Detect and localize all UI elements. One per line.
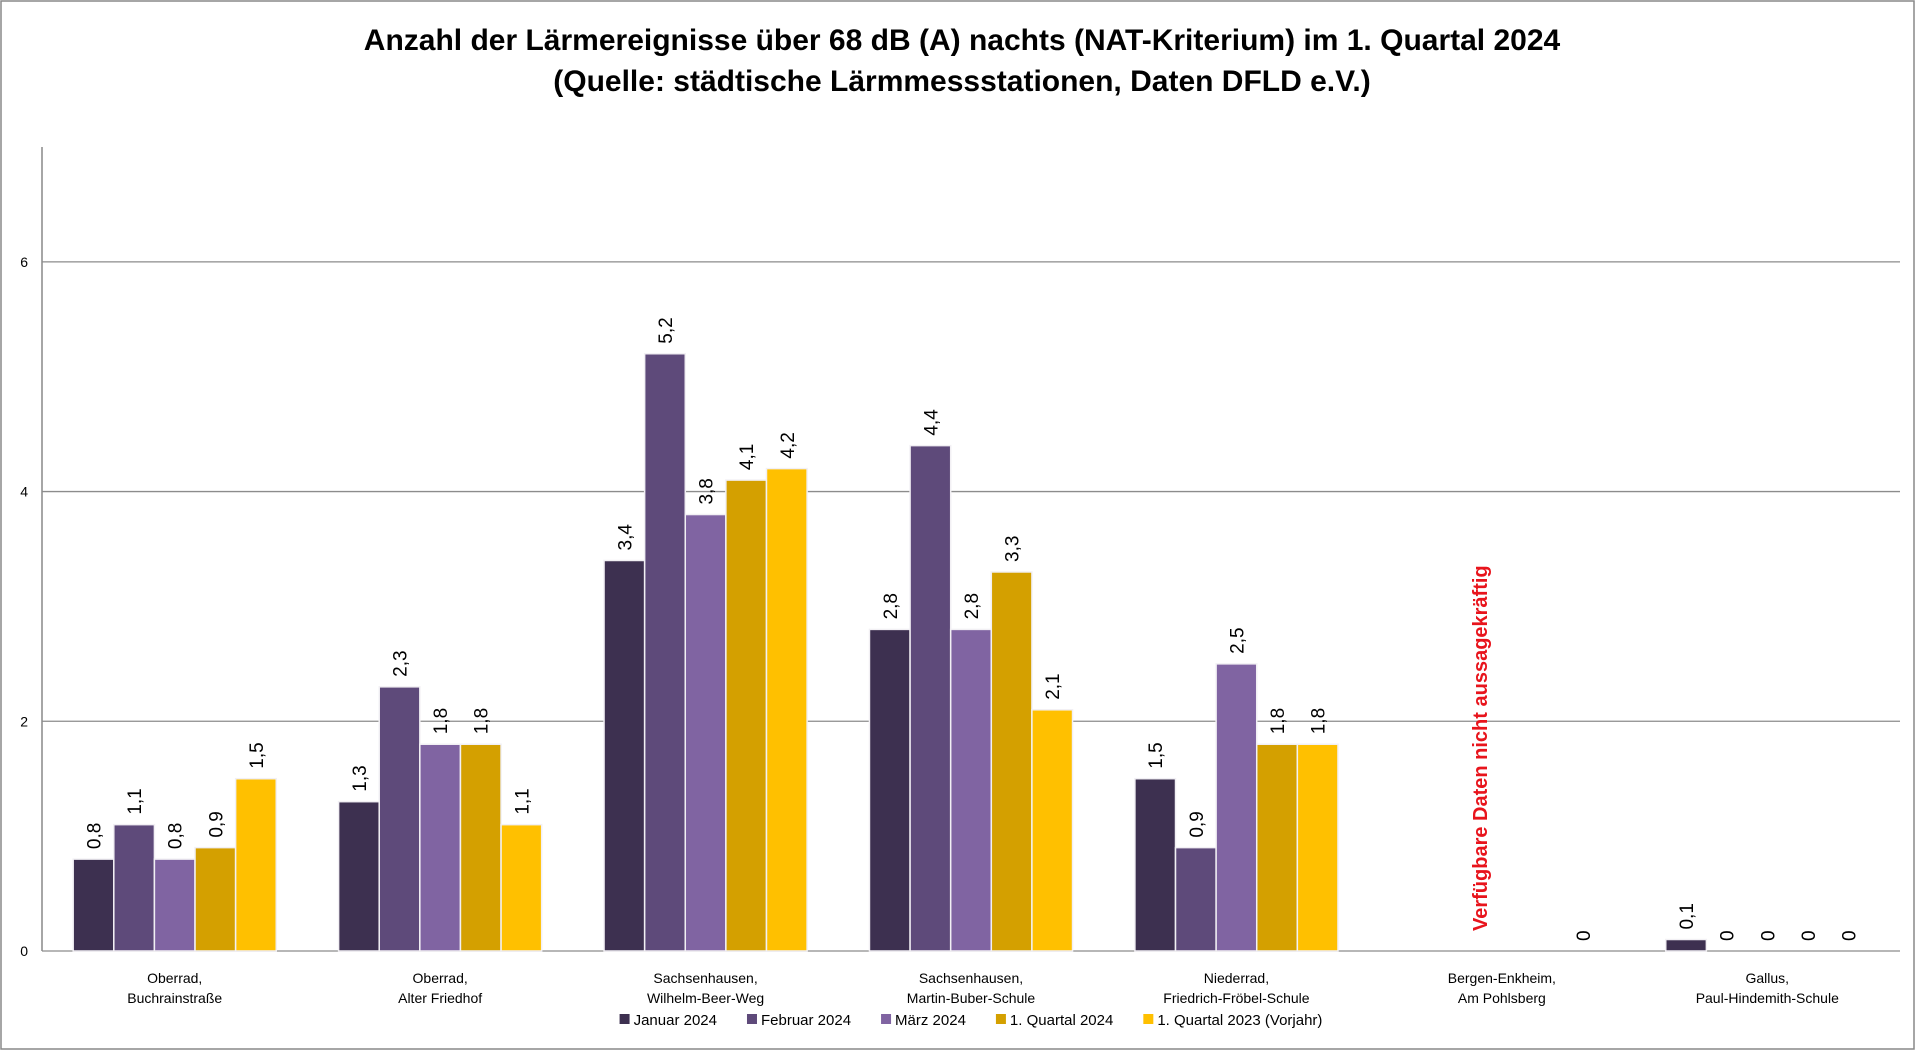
value-label: 0,9 bbox=[206, 811, 227, 837]
value-label: 1,5 bbox=[247, 742, 268, 768]
value-label: 0,8 bbox=[84, 823, 105, 849]
value-label: 4,1 bbox=[737, 444, 758, 470]
bar bbox=[1255, 743, 1299, 952]
bar bbox=[643, 352, 687, 952]
legend: Januar 2024 Februar 2024 März 2024 1. Quart… bbox=[619, 1012, 1322, 1029]
value-label: 4,2 bbox=[778, 432, 799, 458]
legend-swatch bbox=[746, 1014, 757, 1024]
x-tick-label: Paul-Hindemith-Schule bbox=[1696, 990, 1839, 1006]
bar bbox=[684, 513, 727, 952]
bar bbox=[1134, 777, 1177, 952]
x-tick-label: Sachsenhausen, bbox=[919, 970, 1023, 986]
value-label: 1,5 bbox=[1146, 742, 1167, 768]
x-tick-label: Alter Friedhof bbox=[398, 990, 482, 1006]
bar bbox=[1174, 846, 1217, 952]
bar bbox=[1215, 663, 1258, 952]
x-tick-label: Oberrad, bbox=[147, 970, 202, 986]
value-label: 3,8 bbox=[697, 478, 718, 504]
bar bbox=[113, 823, 156, 952]
value-label: 5,2 bbox=[656, 317, 677, 343]
value-label: 1,1 bbox=[125, 788, 146, 814]
x-tick-label: Friedrich-Fröbel-Schule bbox=[1163, 990, 1309, 1006]
bar bbox=[1296, 743, 1339, 952]
legend-swatch bbox=[995, 1014, 1006, 1024]
bar bbox=[378, 686, 421, 952]
value-label: 2,1 bbox=[1043, 673, 1064, 699]
chart-title: Anzahl der Lärmereignisse über 68 dB (A)… bbox=[364, 24, 1561, 57]
chart-title: (Quelle: städtische Lärmmessstationen, D… bbox=[553, 65, 1370, 98]
value-label: 2,5 bbox=[1227, 627, 1248, 653]
bar bbox=[500, 823, 543, 952]
x-tick-label: Niederrad, bbox=[1204, 970, 1269, 986]
y-tick-label: 2 bbox=[20, 713, 28, 729]
value-label: 1,1 bbox=[512, 788, 533, 814]
legend-label: Januar 2024 bbox=[634, 1012, 717, 1029]
bar bbox=[603, 559, 646, 952]
bar bbox=[909, 444, 952, 952]
value-label: 2,3 bbox=[391, 650, 412, 676]
bar bbox=[72, 858, 115, 952]
value-label: 3,4 bbox=[615, 524, 636, 551]
legend-label: 1. Quartal 2024 bbox=[1010, 1012, 1113, 1029]
legend-swatch bbox=[1143, 1014, 1154, 1024]
x-tick-label: Buchrainstraße bbox=[127, 990, 222, 1006]
value-label: 3,3 bbox=[1003, 536, 1024, 562]
legend-swatch bbox=[881, 1014, 892, 1024]
x-tick-label: Sachsenhausen, bbox=[653, 970, 757, 986]
value-label: 1,8 bbox=[1268, 708, 1289, 734]
bar bbox=[868, 628, 911, 952]
value-label: 0 bbox=[1758, 930, 1779, 941]
x-tick-label: Wilhelm-Beer-Weg bbox=[647, 990, 764, 1006]
value-label: 2,8 bbox=[881, 593, 902, 619]
bar bbox=[1665, 938, 1708, 952]
bar bbox=[1031, 709, 1074, 952]
bar bbox=[337, 800, 380, 952]
value-label: 0 bbox=[1799, 930, 1820, 941]
value-label: 2,8 bbox=[962, 593, 983, 619]
value-label: 0,9 bbox=[1187, 811, 1208, 837]
y-tick-label: 4 bbox=[20, 484, 28, 500]
value-label: 0 bbox=[1840, 930, 1861, 941]
value-label: 1,8 bbox=[472, 708, 493, 734]
bar bbox=[990, 571, 1033, 952]
value-label: 0 bbox=[1574, 930, 1595, 941]
value-label: 4,4 bbox=[921, 409, 942, 436]
legend-label: Februar 2024 bbox=[761, 1012, 851, 1029]
x-tick-label: Am Pohlsberg bbox=[1458, 990, 1546, 1006]
x-tick-label: Gallus, bbox=[1745, 970, 1789, 986]
value-label: 1,8 bbox=[1309, 708, 1330, 734]
x-tick-label: Bergen-Enkheim, bbox=[1448, 970, 1556, 986]
bar bbox=[765, 467, 808, 952]
value-label: 0,8 bbox=[166, 823, 187, 849]
bar bbox=[153, 858, 196, 952]
value-label: 0 bbox=[1718, 930, 1739, 941]
value-label: 1,3 bbox=[350, 765, 371, 791]
legend-swatch bbox=[619, 1014, 630, 1024]
y-tick-label: 6 bbox=[20, 254, 28, 270]
bar bbox=[949, 628, 993, 952]
bar bbox=[725, 479, 768, 952]
bar bbox=[194, 846, 237, 952]
x-tick-label: Oberrad, bbox=[413, 970, 468, 986]
annotation: Verfügbare Daten nicht aussagekräftig bbox=[1470, 565, 1492, 931]
y-tick-label: 0 bbox=[20, 943, 28, 959]
legend-label: 1. Quartal 2023 (Vorjahr) bbox=[1157, 1012, 1322, 1029]
bar bbox=[459, 743, 502, 952]
x-tick-label: Martin-Buber-Schule bbox=[907, 990, 1036, 1006]
value-label: 0,1 bbox=[1677, 903, 1698, 929]
bar bbox=[419, 743, 462, 952]
legend-label: März 2024 bbox=[895, 1012, 966, 1029]
bar bbox=[234, 777, 277, 952]
value-label: 1,8 bbox=[431, 708, 452, 734]
